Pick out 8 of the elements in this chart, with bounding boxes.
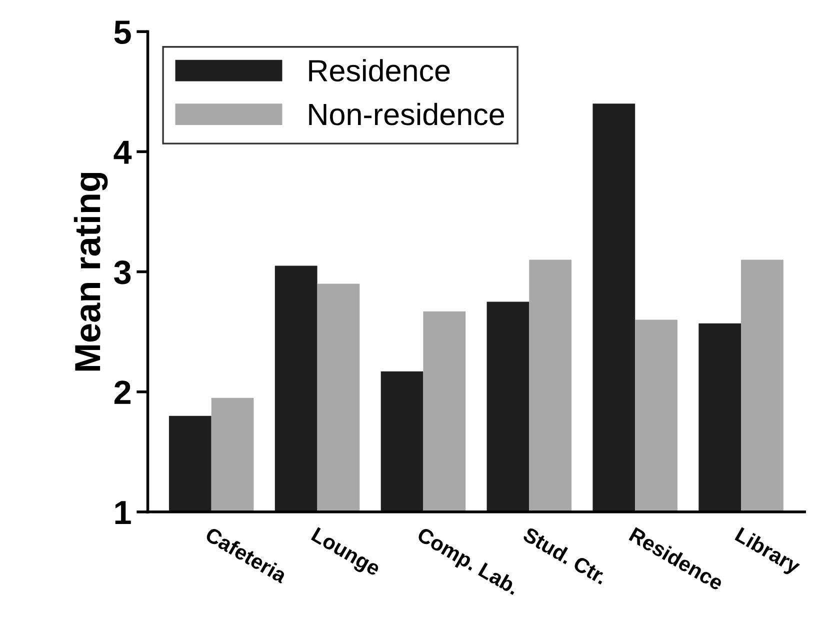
y-tick-label: 1 — [115, 501, 131, 524]
y-tick-label: 4 — [114, 140, 132, 164]
y-tick-label: 3 — [114, 260, 131, 284]
y-axis-title: Mean rating — [74, 172, 108, 371]
legend-label: Non-residence — [309, 102, 504, 126]
y-tick-label: 5 — [114, 20, 131, 44]
y-tick-label: 2 — [114, 380, 130, 404]
legend-label: Residence — [309, 59, 450, 82]
